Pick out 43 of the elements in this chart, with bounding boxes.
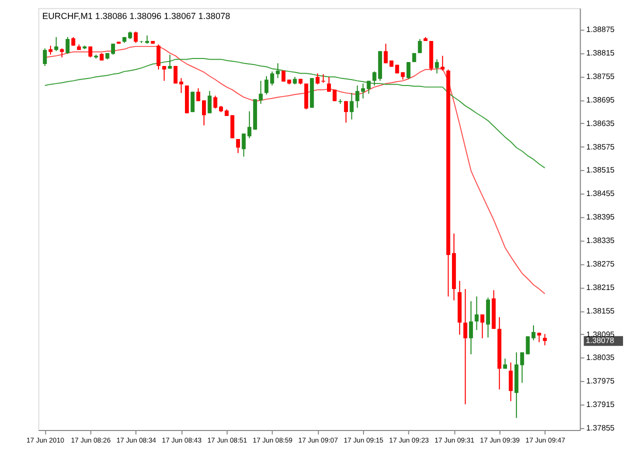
candlestick xyxy=(42,48,47,66)
y-tick-label: 1.38035 xyxy=(586,353,616,362)
candlestick xyxy=(463,288,468,405)
candlestick xyxy=(202,100,206,126)
candlestick xyxy=(418,38,422,54)
candlestick xyxy=(179,78,184,94)
candlestick xyxy=(236,138,240,154)
y-tick-label: 1.38695 xyxy=(586,95,616,104)
candlestick xyxy=(508,362,513,402)
candlestick xyxy=(162,65,166,82)
candlestick xyxy=(258,80,263,104)
y-tick-label: 1.37975 xyxy=(586,376,616,386)
y-tick-label: 1.38395 xyxy=(586,212,616,222)
candlestick xyxy=(230,114,234,139)
candlestick xyxy=(434,58,439,74)
candlestick xyxy=(168,54,172,70)
candlestick xyxy=(66,36,70,54)
y-tick-label: 1.38275 xyxy=(586,259,616,268)
y-tick-label: 1.38155 xyxy=(586,306,616,316)
y-tick-label: 1.38455 xyxy=(586,189,616,198)
chart-title: EURCHF,M1 1.38086 1.38096 1.38067 1.38078 xyxy=(42,10,230,21)
candlestick xyxy=(474,296,479,331)
y-tick-label: 1.38515 xyxy=(586,166,616,175)
candlestick xyxy=(350,92,354,120)
candlestick xyxy=(542,333,547,346)
y-tick-label: 1.38575 xyxy=(586,142,616,152)
y-tick-label: 1.38215 xyxy=(586,282,616,292)
candlestick xyxy=(156,44,160,70)
y-tick-label: 1.38635 xyxy=(586,118,616,128)
candlestick xyxy=(480,314,484,339)
y-tick-label: 1.37855 xyxy=(586,424,616,433)
y-tick-label: 1.38755 xyxy=(586,72,616,81)
y-tick-label: 1.37915 xyxy=(586,400,616,410)
y-tick-label: 1.38875 xyxy=(586,25,616,34)
candlestick xyxy=(344,100,348,124)
y-tick-label: 1.38335 xyxy=(586,236,616,246)
candlestick xyxy=(469,300,473,355)
y-tick-label: 1.38815 xyxy=(586,48,616,58)
candlestick xyxy=(276,62,280,79)
candlestick xyxy=(316,72,320,85)
candlestick xyxy=(440,55,445,72)
candlestick xyxy=(406,62,410,80)
candlestick xyxy=(208,90,212,114)
